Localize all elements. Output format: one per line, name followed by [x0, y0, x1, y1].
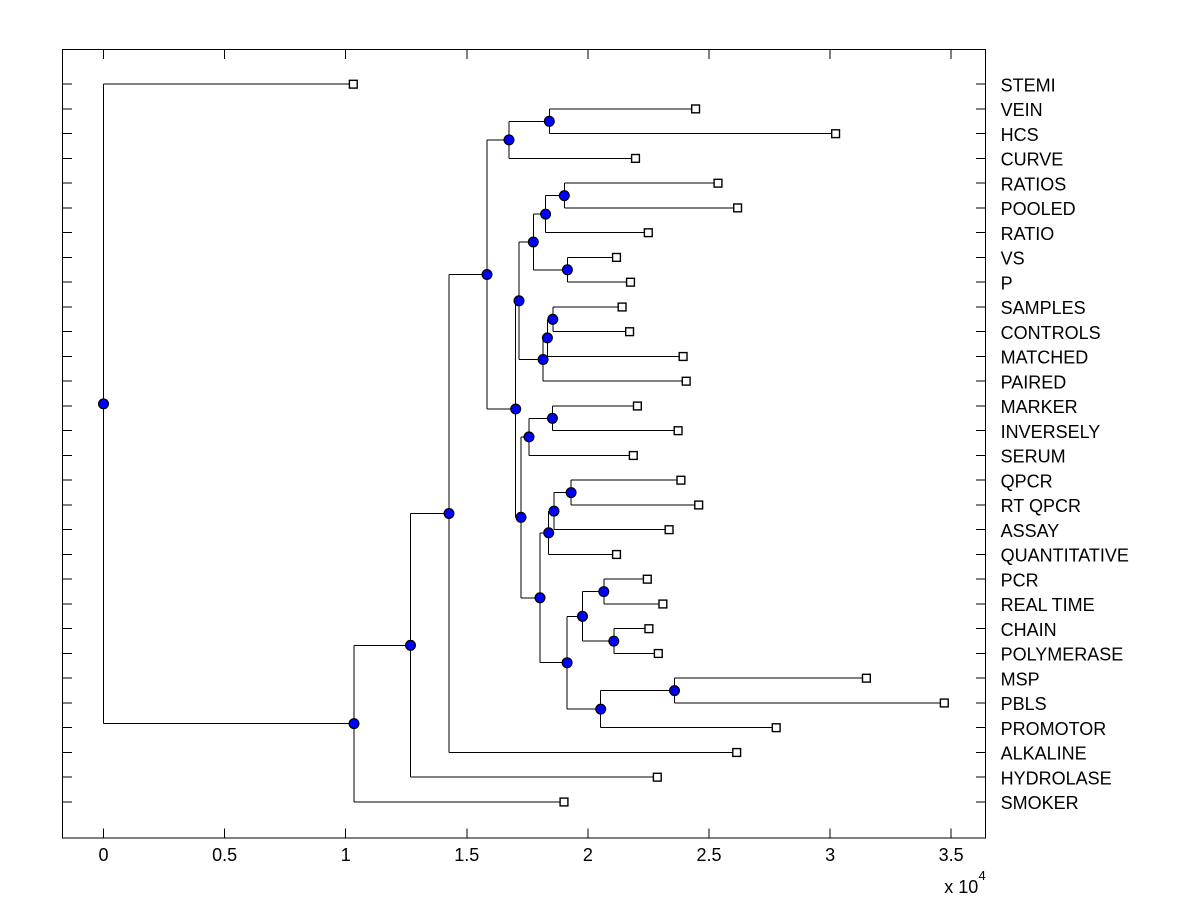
svg-text:ASSAY: ASSAY [1001, 521, 1060, 541]
svg-text:ALKALINE: ALKALINE [1001, 744, 1087, 764]
svg-text:P: P [1001, 273, 1013, 293]
svg-text:PBLS: PBLS [1001, 694, 1047, 714]
svg-text:SMOKER: SMOKER [1001, 793, 1079, 813]
svg-text:2: 2 [583, 845, 593, 865]
svg-text:CHAIN: CHAIN [1001, 620, 1057, 640]
svg-text:SERUM: SERUM [1001, 447, 1066, 467]
svg-text:PROMOTOR: PROMOTOR [1001, 719, 1107, 739]
svg-text:VEIN: VEIN [1001, 100, 1043, 120]
svg-text:HYDROLASE: HYDROLASE [1001, 768, 1112, 788]
svg-text:RATIOS: RATIOS [1001, 174, 1067, 194]
svg-text:POLYMERASE: POLYMERASE [1001, 645, 1124, 665]
svg-text:MATCHED: MATCHED [1001, 348, 1089, 368]
svg-text:CONTROLS: CONTROLS [1001, 323, 1101, 343]
svg-text:QPCR: QPCR [1001, 471, 1053, 491]
svg-text:0: 0 [98, 845, 108, 865]
svg-text:MARKER: MARKER [1001, 397, 1078, 417]
svg-text:SAMPLES: SAMPLES [1001, 298, 1086, 318]
svg-text:3: 3 [825, 845, 835, 865]
svg-text:1.5: 1.5 [454, 845, 479, 865]
svg-text:x 10: x 10 [944, 877, 978, 897]
svg-text:2.5: 2.5 [696, 845, 721, 865]
svg-text:INVERSELY: INVERSELY [1001, 422, 1101, 442]
svg-text:MSP: MSP [1001, 669, 1040, 689]
svg-text:3.5: 3.5 [939, 845, 964, 865]
svg-text:POOLED: POOLED [1001, 199, 1076, 219]
svg-text:PAIRED: PAIRED [1001, 372, 1067, 392]
svg-text:STEMI: STEMI [1001, 75, 1056, 95]
svg-text:1: 1 [341, 845, 351, 865]
svg-text:RATIO: RATIO [1001, 224, 1055, 244]
svg-text:QUANTITATIVE: QUANTITATIVE [1001, 546, 1129, 566]
svg-text:REAL TIME: REAL TIME [1001, 595, 1095, 615]
svg-text:HCS: HCS [1001, 125, 1039, 145]
svg-text:4: 4 [979, 868, 986, 883]
svg-text:CURVE: CURVE [1001, 150, 1064, 170]
svg-text:RT QPCR: RT QPCR [1001, 496, 1081, 516]
svg-text:0.5: 0.5 [212, 845, 237, 865]
svg-text:VS: VS [1001, 249, 1025, 269]
svg-text:PCR: PCR [1001, 570, 1039, 590]
